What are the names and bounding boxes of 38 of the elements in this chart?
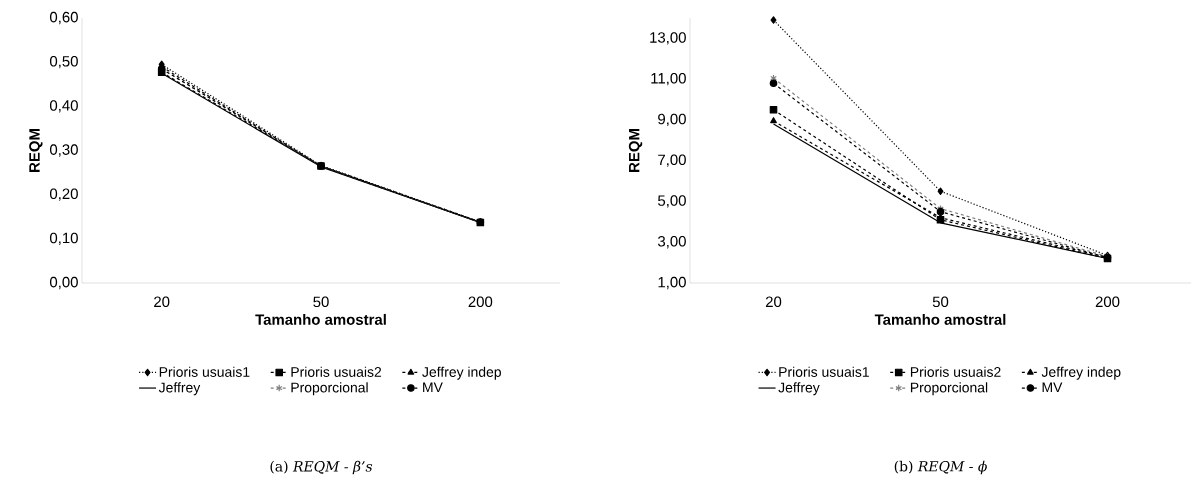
y-tick-label: 13,00: [650, 32, 686, 45]
legend-label: Jeffrey: [778, 382, 820, 396]
x-tick-label: 50: [313, 296, 329, 308]
legend-label: Jeffrey indep: [1041, 366, 1121, 380]
text: (a) REQM - β’s: [270, 460, 373, 475]
y-tick-label: 5,00: [658, 195, 686, 208]
legend-label: Prioris usuais2: [291, 366, 382, 377]
y-tick-label: 0,00: [49, 276, 78, 290]
x-axis-title: Tamanho amostral: [255, 313, 386, 325]
y-tick-label: 0,30: [49, 144, 78, 157]
x-tick-label: 200: [468, 296, 493, 308]
y-axis-title: REQM: [628, 129, 643, 172]
y-tick-label: 0,20: [49, 188, 78, 201]
y-tick-label: 11,00: [651, 72, 686, 86]
y-tick-label: 1,00: [658, 276, 686, 290]
legend-label: Prioris usuais1: [779, 366, 869, 377]
y-tick-label: 9,00: [658, 113, 686, 127]
x-tick-label: 50: [932, 296, 949, 308]
x-tick-label: 200: [1095, 296, 1120, 308]
x-axis-title: Tamanho amostral: [874, 313, 1006, 325]
legend-label: MV: [1042, 382, 1063, 393]
text: (b) REQM - ϕ: [894, 460, 987, 475]
y-tick-label: 3,00: [657, 236, 686, 249]
y-axis-title: REQM: [29, 129, 43, 172]
x-tick-label: 20: [154, 296, 170, 308]
legend-label: Prioris usuais2: [910, 366, 1001, 377]
legend-label: Prioris usuais1: [159, 366, 250, 377]
legend-label: Proporcional: [291, 382, 368, 396]
y-tick-label: 0,40: [49, 100, 78, 113]
legend-label: Proporcional: [910, 382, 988, 396]
y-tick-label: 0,50: [49, 55, 78, 69]
y-tick-label: 0,60: [49, 11, 78, 25]
y-tick-label: 0,10: [49, 232, 78, 245]
x-tick-label: 20: [765, 296, 782, 308]
legend-label: Jeffrey indep: [422, 366, 501, 380]
legend-label: MV: [423, 382, 443, 393]
legend-label: Jeffrey: [158, 382, 201, 396]
y-tick-label: 7,00: [658, 154, 686, 167]
